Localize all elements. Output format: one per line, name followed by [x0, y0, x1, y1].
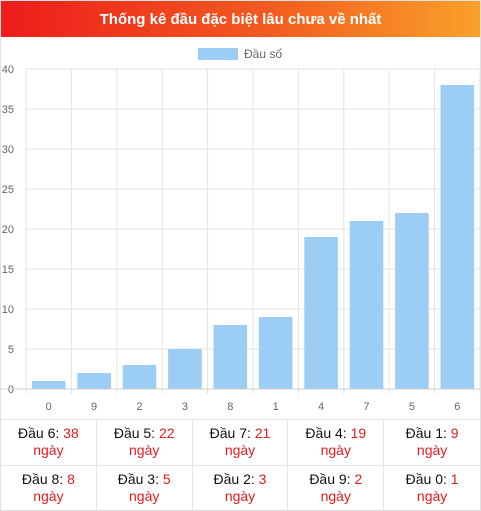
bar: [213, 325, 248, 389]
stat-line: Đầu 5: 22: [114, 425, 175, 442]
stat-label: Đầu 3:: [117, 470, 163, 487]
stat-value: 8: [67, 470, 75, 487]
x-tick-label: 2: [136, 401, 142, 413]
stat-line: Đầu 2: 3: [214, 471, 267, 488]
stat-cell: Đầu 5: 22 ngày: [96, 419, 193, 465]
stat-label: Đầu 5:: [113, 425, 159, 442]
panel-title: Thống kê đầu đặc biệt lâu chưa về nhất: [1, 1, 480, 37]
y-tick-label: 40: [2, 64, 14, 76]
x-tick-label: 7: [363, 401, 369, 413]
stat-label: Đầu 1:: [405, 425, 451, 442]
stat-value: 1: [450, 470, 459, 487]
stat-label: Đầu 6:: [18, 425, 64, 442]
stat-value: 5: [162, 470, 171, 487]
stat-line: Đầu 7: 21: [210, 425, 271, 442]
stat-line: Đầu 6: 38: [18, 425, 79, 442]
x-tick-label: 8: [227, 401, 233, 413]
stat-cell: Đầu 8: 8 ngày: [1, 464, 97, 510]
stat-label: Đầu 8:: [21, 470, 68, 487]
stat-unit: ngày: [320, 442, 351, 459]
stat-cell: Đầu 2: 3 ngày: [192, 464, 289, 510]
stat-cell: Đầu 9: 2 ngày: [288, 464, 385, 510]
stat-cell: Đầu 4: 19 ngày: [288, 419, 385, 465]
bar: [77, 373, 111, 389]
stat-unit: ngày: [129, 442, 160, 459]
stat-unit: ngày: [224, 487, 256, 504]
bar-chart: Đầu số 0 5 10 15 20 25 30 35 40 0 9 2 3 8 1 4 7 5 6: [1, 47, 480, 413]
stat-unit: ngày: [224, 442, 256, 459]
stat-line: Đầu 8: 8: [22, 471, 75, 488]
x-tick-label: 3: [182, 401, 188, 413]
stat-line: Đầu 9: 2: [309, 471, 362, 488]
stat-unit: ngày: [129, 487, 160, 504]
stat-cell: Đầu 1: 9 ngày: [384, 419, 480, 465]
stat-line: Đầu 3: 5: [118, 471, 171, 488]
bar: [304, 237, 338, 389]
stat-value: 38: [63, 425, 79, 442]
stat-cell: Đầu 3: 5 ngày: [96, 464, 193, 510]
bar: [440, 85, 475, 389]
stat-value: 22: [158, 425, 175, 442]
bar: [168, 349, 202, 389]
stat-cell: Đầu 0: 1 ngày: [384, 464, 480, 511]
y-tick-label: 35: [2, 104, 14, 116]
stat-value: 19: [350, 425, 367, 442]
stat-line: Đầu 1: 9: [406, 425, 459, 442]
bar: [395, 213, 429, 389]
stat-label: Đầu 9:: [309, 470, 355, 487]
stats-table: Đầu 6: 38 ngày Đầu 5: 22 ngày Đầu 7: 21 ngày Đ…: [1, 419, 480, 510]
stat-label: Đầu 7:: [209, 425, 255, 442]
stat-unit: ngày: [416, 442, 448, 459]
stat-label: Đầu 2:: [213, 470, 259, 487]
y-tick-label: 25: [2, 184, 14, 196]
stat-value: 2: [354, 470, 363, 487]
bar: [258, 317, 293, 389]
legend-label: Đầu số: [244, 47, 282, 61]
stat-value: 21: [254, 425, 271, 442]
x-tick-label: 5: [409, 401, 415, 413]
y-tick-label: 20: [2, 224, 14, 236]
bar: [349, 221, 384, 389]
bar: [31, 381, 66, 389]
stat-unit: ngày: [320, 487, 351, 504]
stat-cell: Đầu 7: 21 ngày: [192, 419, 289, 465]
stat-unit: ngày: [416, 487, 448, 504]
stat-cell: Đầu 6: 38 ngày: [1, 419, 97, 465]
x-tick-label: 1: [273, 401, 279, 413]
legend-swatch: [198, 48, 238, 60]
x-tick-label: 4: [318, 401, 324, 413]
stat-value: 3: [258, 470, 267, 487]
stat-line: Đầu 0: 1: [406, 471, 459, 488]
stat-unit: ngày: [33, 442, 64, 459]
y-tick-label: 0: [8, 384, 14, 396]
y-tick-label: 30: [2, 144, 14, 156]
x-tick-label: 6: [454, 401, 460, 413]
stat-line: Đầu 4: 19: [305, 425, 366, 442]
stat-unit: ngày: [33, 487, 64, 504]
x-tick-label: 9: [91, 401, 97, 413]
stat-value: 9: [450, 425, 459, 442]
x-tick-label: 0: [46, 401, 52, 413]
y-tick-label: 10: [2, 304, 14, 316]
stat-label: Đầu 4:: [305, 425, 351, 442]
stat-label: Đầu 0:: [405, 470, 451, 487]
y-tick-label: 5: [8, 344, 14, 356]
y-tick-label: 15: [2, 264, 14, 276]
bar: [122, 365, 157, 389]
